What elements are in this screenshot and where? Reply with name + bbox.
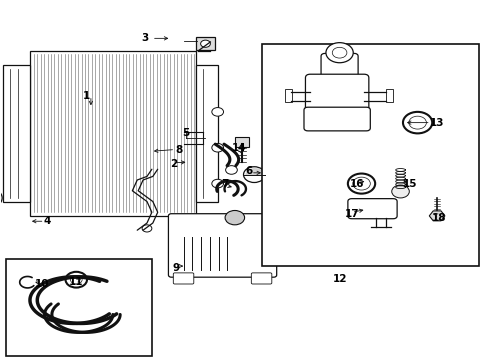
Circle shape: [331, 47, 346, 58]
Bar: [3, 65, 30, 202]
FancyBboxPatch shape: [173, 273, 193, 284]
Circle shape: [402, 112, 431, 134]
Text: 6: 6: [245, 166, 252, 176]
Text: 11: 11: [69, 277, 83, 287]
Bar: [30, 51, 195, 216]
Circle shape: [200, 40, 210, 47]
FancyBboxPatch shape: [347, 199, 396, 219]
FancyBboxPatch shape: [168, 214, 276, 277]
Circle shape: [70, 275, 82, 284]
Circle shape: [225, 166, 237, 174]
Circle shape: [211, 179, 223, 188]
Circle shape: [65, 272, 87, 288]
Circle shape: [352, 177, 369, 190]
FancyBboxPatch shape: [305, 74, 368, 116]
Text: 17: 17: [344, 209, 358, 219]
Text: 14: 14: [232, 143, 246, 153]
Circle shape: [408, 116, 426, 129]
Text: 9: 9: [172, 263, 180, 273]
Circle shape: [391, 185, 408, 198]
Text: 16: 16: [349, 179, 363, 189]
Text: 5: 5: [182, 129, 189, 138]
FancyBboxPatch shape: [235, 137, 248, 147]
Polygon shape: [428, 211, 444, 221]
Bar: [285, 89, 292, 102]
Text: 15: 15: [402, 179, 417, 189]
Text: 8: 8: [175, 144, 182, 154]
Text: 10: 10: [35, 279, 49, 289]
Text: 7: 7: [221, 179, 228, 189]
FancyBboxPatch shape: [321, 53, 357, 86]
Text: 18: 18: [431, 213, 446, 222]
Text: 4: 4: [43, 216, 51, 226]
Text: 3: 3: [141, 33, 148, 43]
FancyBboxPatch shape: [251, 273, 271, 284]
Circle shape: [325, 42, 352, 63]
Text: 13: 13: [429, 118, 444, 128]
Bar: [195, 65, 217, 202]
Text: 12: 12: [332, 274, 346, 284]
Circle shape: [224, 211, 244, 225]
Bar: [261, 44, 478, 266]
FancyBboxPatch shape: [195, 37, 215, 50]
Circle shape: [211, 143, 223, 152]
Circle shape: [0, 188, 2, 208]
Text: 2: 2: [170, 159, 177, 169]
Circle shape: [211, 108, 223, 116]
Circle shape: [142, 225, 152, 232]
FancyBboxPatch shape: [304, 107, 369, 131]
Circle shape: [347, 174, 374, 194]
Bar: [5, 259, 152, 356]
Text: 1: 1: [82, 91, 89, 101]
Bar: [385, 89, 392, 102]
